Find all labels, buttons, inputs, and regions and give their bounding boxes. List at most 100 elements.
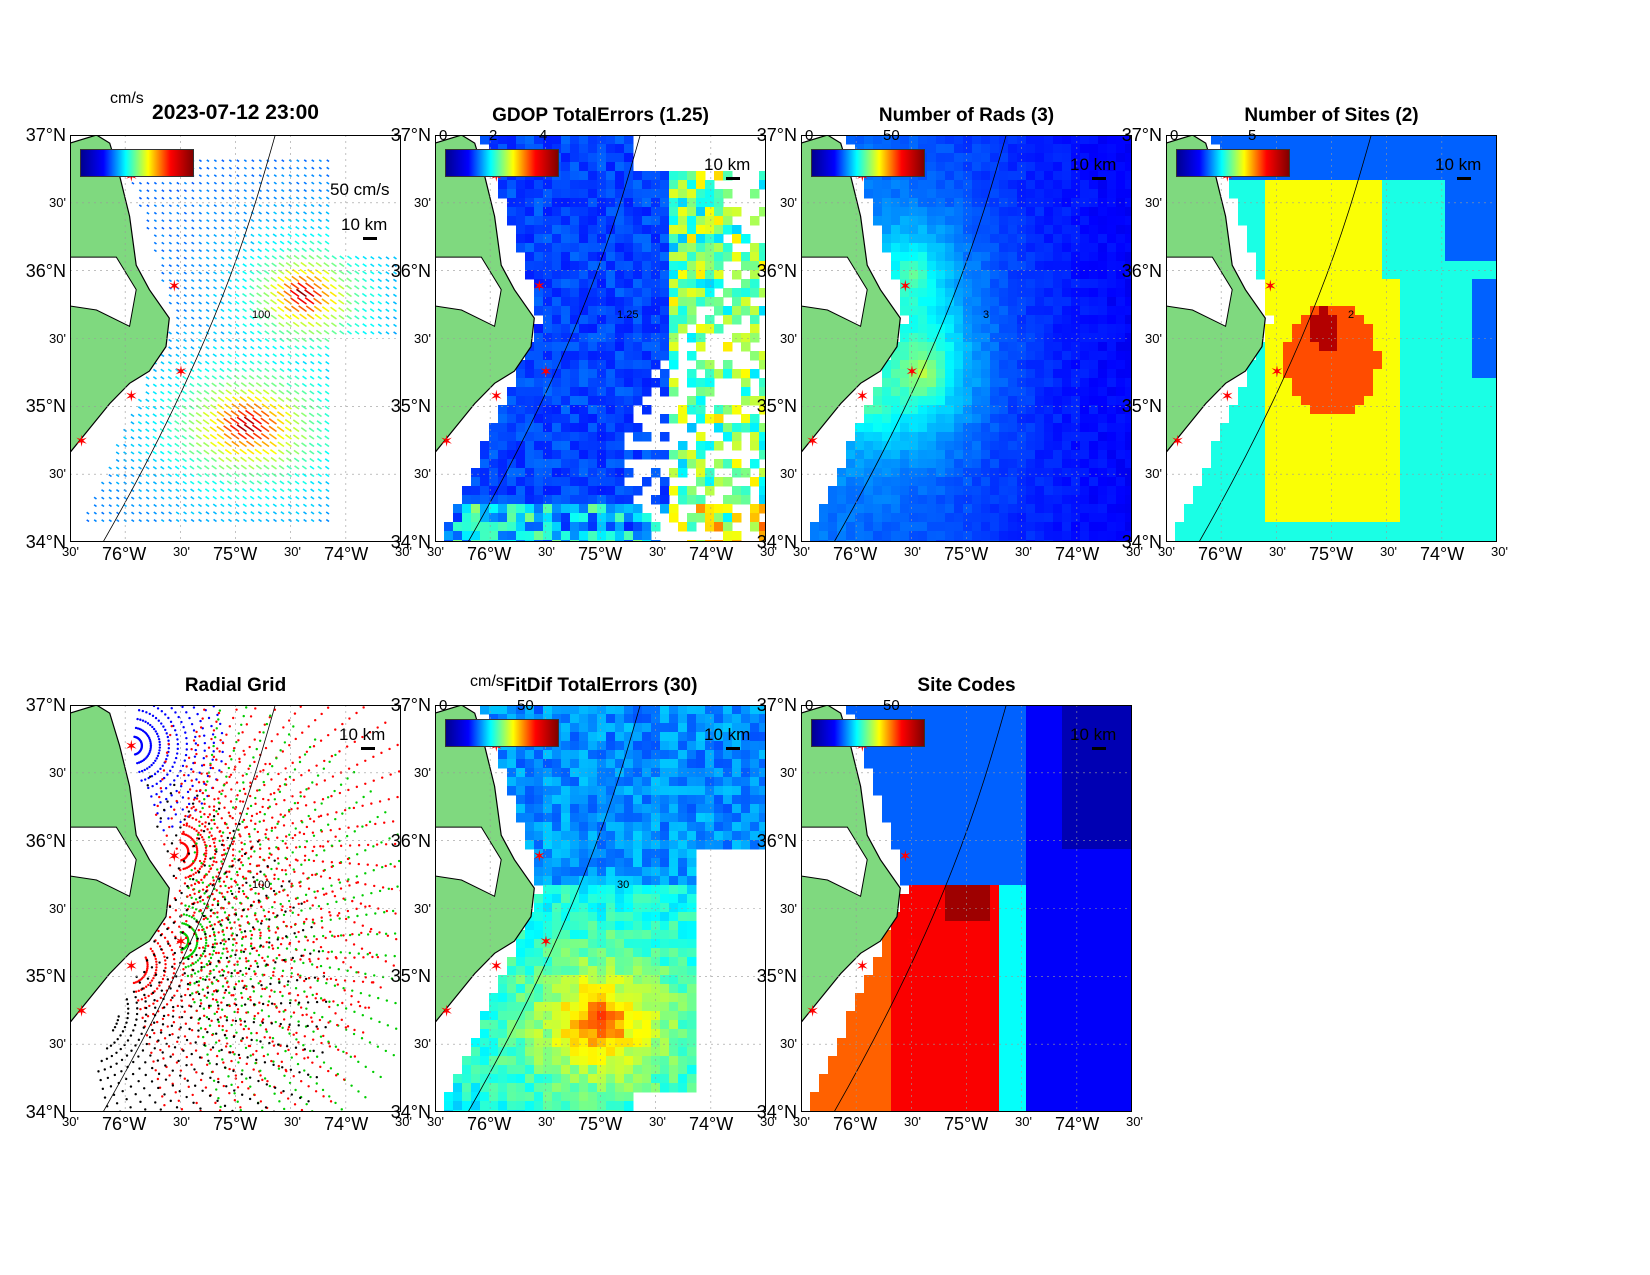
field-cell xyxy=(1071,396,1081,406)
field-cell xyxy=(1116,459,1126,469)
field-cell xyxy=(1053,414,1063,424)
velocity-vector xyxy=(242,293,247,298)
field-cell xyxy=(705,414,715,424)
velocity-vector xyxy=(221,181,225,185)
field-cell xyxy=(918,252,928,262)
velocity-vector xyxy=(198,189,202,193)
field-cell xyxy=(1008,342,1018,352)
field-cell xyxy=(1418,135,1428,145)
velocity-vector xyxy=(138,496,142,500)
field-cell xyxy=(624,180,634,190)
velocity-vector xyxy=(354,277,360,283)
field-cell xyxy=(864,459,874,469)
field-cell xyxy=(990,315,1000,325)
field-cell xyxy=(750,459,760,469)
field-cell xyxy=(855,486,865,496)
field-cell xyxy=(1008,234,1018,244)
velocity-vector xyxy=(331,255,337,260)
field-cell xyxy=(909,378,919,388)
velocity-vector xyxy=(237,409,247,418)
field-cell xyxy=(1391,342,1401,352)
field-cell xyxy=(1107,261,1117,271)
field-cell xyxy=(1472,414,1482,424)
field-cell xyxy=(1364,198,1374,208)
field-cell xyxy=(552,135,562,145)
field-cell xyxy=(543,396,553,406)
field-cell xyxy=(999,144,1009,154)
field-cell xyxy=(570,486,580,496)
velocity-vector xyxy=(176,286,180,290)
velocity-vector xyxy=(196,382,202,388)
field-cell xyxy=(1463,180,1473,190)
field-cell xyxy=(759,171,766,181)
velocity-vector xyxy=(294,360,300,365)
field-cell xyxy=(750,306,760,316)
field-cell xyxy=(660,495,670,505)
field-cell xyxy=(1310,423,1320,433)
field-cell xyxy=(1301,144,1311,154)
field-cell xyxy=(981,297,991,307)
field-cell xyxy=(1490,360,1497,370)
field-cell xyxy=(606,459,616,469)
field-cell xyxy=(1107,378,1117,388)
field-cell xyxy=(561,378,571,388)
field-cell xyxy=(990,288,1000,298)
field-cell xyxy=(480,135,490,145)
field-cell xyxy=(981,189,991,199)
field-cell xyxy=(945,531,955,541)
field-cell xyxy=(1436,171,1446,181)
velocity-vector xyxy=(302,360,307,365)
velocity-vector xyxy=(323,321,330,328)
field-cell xyxy=(462,522,472,532)
velocity-vector xyxy=(205,301,210,305)
field-cell xyxy=(507,450,517,460)
velocity-vector xyxy=(198,256,202,260)
field-cell xyxy=(999,396,1009,406)
velocity-vector xyxy=(279,345,285,350)
field-cell xyxy=(741,495,751,505)
field-cell xyxy=(999,333,1009,343)
velocity-vector xyxy=(205,271,210,275)
velocity-vector xyxy=(255,464,262,470)
velocity-vector xyxy=(285,411,292,418)
field-cell xyxy=(1125,324,1132,334)
field-cell xyxy=(561,360,571,370)
velocity-vector xyxy=(255,389,262,395)
velocity-vector xyxy=(293,397,300,403)
field-cell xyxy=(990,468,1000,478)
velocity-vector xyxy=(392,293,397,298)
field-cell xyxy=(1062,144,1072,154)
field-cell xyxy=(588,207,598,217)
field-cell xyxy=(1017,423,1027,433)
velocity-vector xyxy=(370,263,375,268)
field-cell xyxy=(1080,252,1090,262)
field-cell xyxy=(525,387,535,397)
field-cell xyxy=(1044,486,1054,496)
velocity-vector xyxy=(211,375,217,380)
field-cell xyxy=(624,252,634,262)
field-cell xyxy=(1044,477,1054,487)
velocity-vector xyxy=(161,256,165,260)
velocity-vector xyxy=(268,410,277,418)
field-cell xyxy=(891,252,901,262)
field-cell xyxy=(759,378,766,388)
field-cell xyxy=(543,297,553,307)
velocity-vector xyxy=(361,285,367,290)
velocity-vector xyxy=(318,503,322,508)
field-cell xyxy=(900,144,910,154)
field-cell xyxy=(552,279,562,289)
field-cell xyxy=(963,288,973,298)
field-cell xyxy=(1080,189,1090,199)
velocity-vector xyxy=(337,291,345,298)
velocity-vector xyxy=(123,504,127,508)
field-cell xyxy=(1089,387,1099,397)
velocity-vector xyxy=(183,196,187,200)
field-cell xyxy=(981,198,991,208)
field-cell xyxy=(1463,396,1473,406)
velocity-vector xyxy=(313,305,322,313)
velocity-vector xyxy=(223,425,232,433)
field-cell xyxy=(945,234,955,244)
field-cell xyxy=(864,180,874,190)
field-cell xyxy=(1346,234,1356,244)
field-cell xyxy=(525,270,535,280)
